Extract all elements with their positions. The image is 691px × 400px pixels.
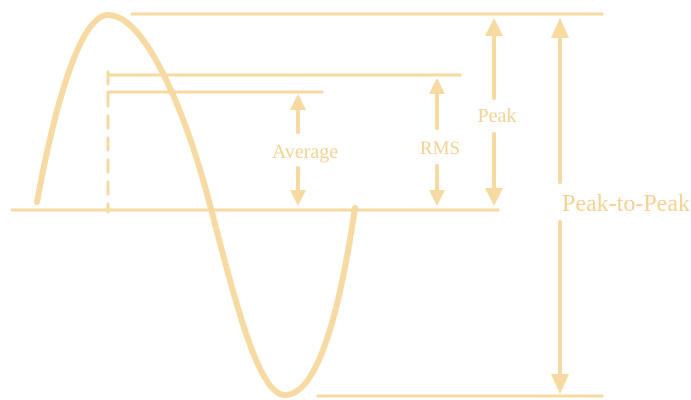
rms-label: RMS xyxy=(420,138,460,159)
average-arrow-down-head xyxy=(290,190,306,206)
sine-wave xyxy=(34,12,358,398)
average-label: Average xyxy=(272,141,338,163)
rms-arrow-down-head xyxy=(429,190,445,206)
peak-arrow-down-head xyxy=(485,188,503,206)
rms-arrow-up-head xyxy=(429,78,445,94)
peak-to-peak-arrow-up-head xyxy=(551,18,569,38)
average-arrow-up-head xyxy=(290,94,306,110)
peak-to-peak-label: Peak-to-Peak xyxy=(562,191,690,217)
peak-to-peak-arrow-down-head xyxy=(551,374,569,394)
peak-label: Peak xyxy=(478,105,517,127)
peak-arrow-up-head xyxy=(485,18,503,36)
